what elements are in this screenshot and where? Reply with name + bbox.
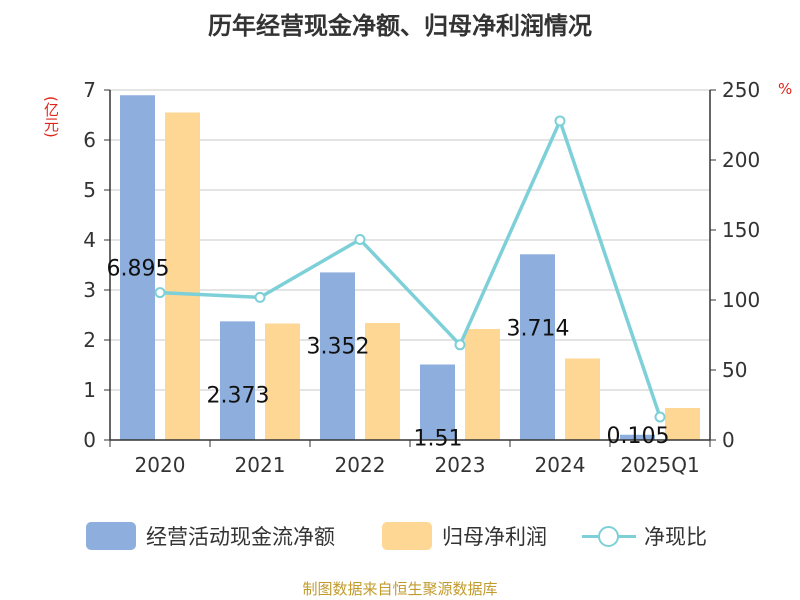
right-axis-tick-label: 100 [722,288,760,312]
bar-operating-cash-flow [420,364,455,440]
bar-operating-cash-flow [220,321,255,440]
legend: 经营活动现金流净额 归母净利润 净现比 [0,516,800,556]
x-axis-tick-label: 2025Q1 [620,453,699,477]
left-axis-tick-label: 4 [83,228,96,252]
legend-item-net-profit[interactable]: 归母净利润 [382,516,547,556]
right-axis-tick-label: 50 [722,358,747,382]
bar-net-profit [165,112,200,440]
left-axis-tick-label: 2 [83,328,96,352]
left-axis-tick-label: 7 [83,78,96,102]
data-label-operating-cash-flow: 0.105 [607,424,670,449]
bar-operating-cash-flow [620,434,655,440]
right-axis-tick-label: 0 [722,428,735,452]
bar-operating-cash-flow [520,254,555,440]
legend-item-cash-ratio[interactable]: 净现比 [582,516,707,556]
left-axis-tick-label: 5 [83,178,96,202]
x-axis-tick-label: 2021 [235,453,286,477]
cash-ratio-point [454,339,466,351]
right-axis-tick-label: 150 [722,218,760,242]
legend-label-net-profit: 归母净利润 [442,525,547,549]
chart-title: 历年经营现金净额、归母净利润情况 [208,12,592,40]
legend-line-cash-ratio-icon [582,522,636,550]
legend-swatch-operating-cash-flow [86,522,136,550]
legend-item-operating-cash-flow[interactable]: 经营活动现金流净额 [86,516,335,556]
left-axis-tick-label: 6 [83,128,96,152]
legend-label-cash-ratio: 净现比 [644,525,707,549]
data-label-operating-cash-flow: 6.895 [107,256,170,281]
left-axis-tick-label: 1 [83,378,96,402]
bar-net-profit [565,358,600,440]
bar-net-profit [365,323,400,440]
cash-ratio-point [654,411,666,423]
right-axis-tick-label: 200 [722,148,760,172]
legend-swatch-net-profit [382,522,432,550]
x-axis-tick-label: 2020 [135,453,186,477]
x-axis-tick-label: 2023 [435,453,486,477]
bar-net-profit [465,329,500,440]
right-axis-tick-label: 250 [722,78,760,102]
bar-net-profit [265,323,300,440]
left-axis-tick-label: 0 [83,428,96,452]
cash-ratio-point [554,115,566,127]
data-label-operating-cash-flow: 3.352 [307,334,370,359]
data-source-note: 制图数据来自恒生聚源数据库 [302,580,498,598]
cash-ratio-point [154,287,166,299]
left-axis-tick-label: 3 [83,278,96,302]
bar-operating-cash-flow [120,95,155,440]
x-axis-tick-label: 2024 [535,453,586,477]
cash-ratio-line [159,119,662,418]
bar-operating-cash-flow [320,272,355,440]
left-axis-unit: (亿元) [42,96,60,138]
x-axis-tick-label: 2022 [335,453,386,477]
data-label-operating-cash-flow: 3.714 [507,316,570,341]
right-axis-unit: % [778,80,793,98]
data-label-operating-cash-flow: 2.373 [207,383,270,408]
bar-net-profit [665,408,700,440]
legend-label-operating-cash-flow: 经营活动现金流净额 [146,525,335,549]
data-label-operating-cash-flow: 1.51 [414,427,463,452]
cash-ratio-point [254,291,266,303]
cash-ratio-point [354,234,366,246]
